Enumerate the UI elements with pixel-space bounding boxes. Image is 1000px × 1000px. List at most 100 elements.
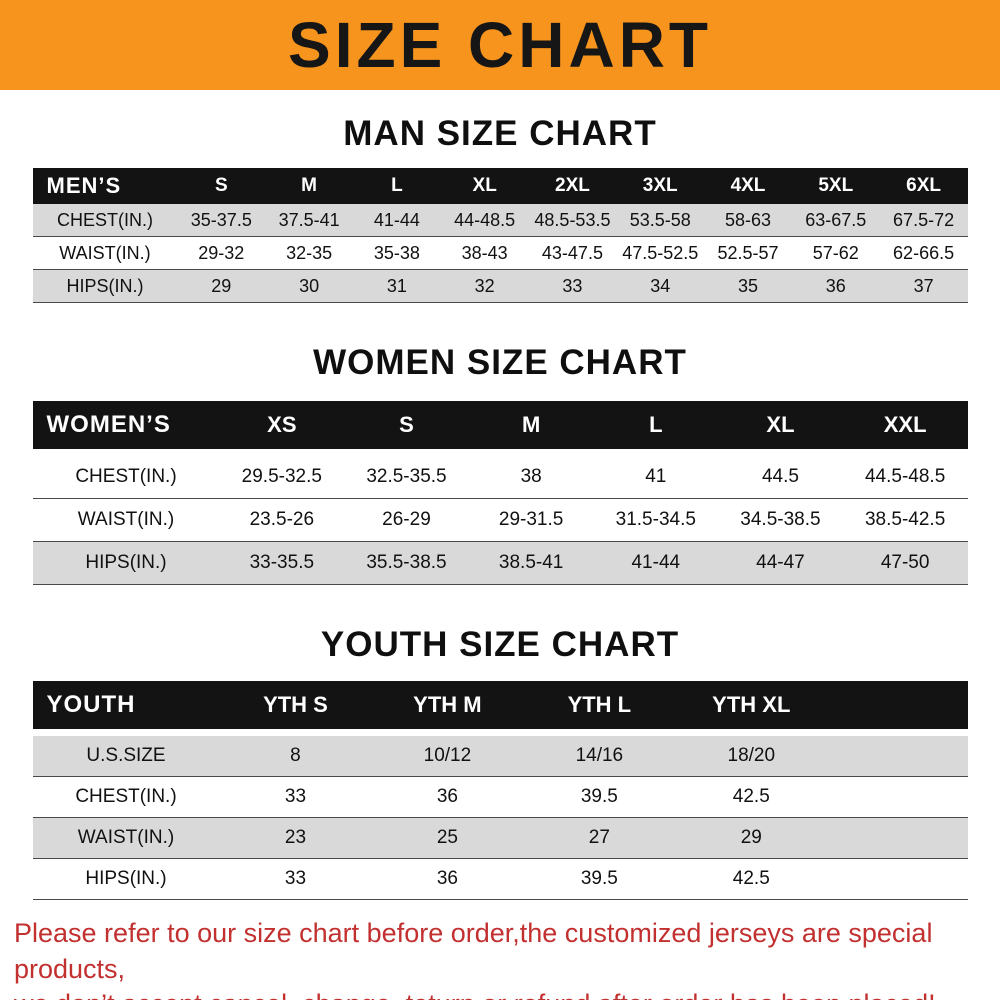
value-cell: 10/12 [371,732,524,777]
size-header-cell: 4XL [704,168,792,204]
value-cell: 33 [528,269,617,303]
value-cell: 31.5-34.5 [593,498,719,542]
value-cell: 52.5-57 [704,236,792,270]
header-row: MEN’S S M L XL 2XL 3XL 4XL 5XL 6XL [32,168,968,204]
table-row: WAIST(IN.) 29-32 32-35 35-38 38-43 43-47.5 47.… [32,236,968,270]
size-header-cell: YTH S [219,681,372,736]
row-label-cell: HIPS(IN.) [32,858,220,900]
table-title-cell: WOMEN’S [32,401,220,456]
value-cell: 44.5-48.5 [842,452,968,499]
value-cell: 38.5-41 [468,541,594,585]
table-row: CHEST(IN.) 33 36 39.5 42.5 [32,776,968,818]
disclaimer-line-1: Please refer to our size chart before or… [14,918,933,984]
value-cell: 27 [523,817,676,859]
table-row: WAIST(IN.) 23.5-26 26-29 29-31.5 31.5-34.5 34… [32,498,968,542]
table-row: U.S.SIZE 8 10/12 14/16 18/20 [32,732,968,777]
value-cell: 47-50 [842,541,968,585]
row-label-cell: WAIST(IN.) [32,817,220,859]
size-header-cell: YTH L [523,681,676,736]
header-row: YOUTH YTH S YTH M YTH L YTH XL [32,681,968,736]
value-cell: 36 [371,858,524,900]
size-header-cell: L [593,401,719,456]
filler-cell [827,732,968,777]
value-cell: 14/16 [523,732,676,777]
table-row: HIPS(IN.) 33-35.5 35.5-38.5 38.5-41 41-44 44-… [32,541,968,585]
size-header-cell: YTH XL [675,681,828,736]
value-cell: 29-31.5 [468,498,594,542]
value-cell: 42.5 [675,858,828,900]
row-label-cell: CHEST(IN.) [32,452,220,499]
size-header-cell: 3XL [616,168,705,204]
value-cell: 37.5-41 [265,204,353,237]
value-cell: 23 [219,817,372,859]
row-label-cell: WAIST(IN.) [32,498,220,542]
size-header-cell: L [352,168,441,204]
row-label-cell: CHEST(IN.) [32,776,220,818]
size-header-cell: 2XL [528,168,617,204]
value-cell: 41-44 [352,204,441,237]
value-cell: 42.5 [675,776,828,818]
value-cell: 53.5-58 [616,204,705,237]
size-header-cell: XS [219,401,345,456]
size-header-cell: XL [440,168,529,204]
value-cell: 34.5-38.5 [718,498,843,542]
size-header-cell: M [265,168,353,204]
filler-cell [827,858,968,900]
value-cell: 36 [371,776,524,818]
value-cell: 48.5-53.5 [528,204,617,237]
youth-size-table: YOUTH YTH S YTH M YTH L YTH XL U.S.SIZE 8 10/12… [32,681,968,900]
table-row: WAIST(IN.) 23 25 27 29 [32,817,968,859]
value-cell: 41 [593,452,719,499]
value-cell: 38.5-42.5 [842,498,968,542]
value-cell: 39.5 [523,858,676,900]
table-title-cell: MEN’S [32,168,178,204]
size-header-cell: S [177,168,266,204]
value-cell: 34 [616,269,705,303]
value-cell: 29 [177,269,266,303]
value-cell: 58-63 [704,204,792,237]
table-row: CHEST(IN.) 35-37.5 37.5-41 41-44 44-48.5 48.5… [32,204,968,237]
row-label-cell: U.S.SIZE [32,732,220,777]
size-header-cell: 6XL [879,168,968,204]
disclaimer-line-2: we don’t accept cancel, change, teturn o… [14,987,1000,1000]
value-cell: 35-37.5 [177,204,266,237]
value-cell: 35 [704,269,792,303]
value-cell: 36 [791,269,880,303]
filler-cell [827,776,968,818]
size-header-cell: YTH M [371,681,524,736]
table-row: HIPS(IN.) 33 36 39.5 42.5 [32,858,968,900]
value-cell: 62-66.5 [879,236,968,270]
row-label-cell: WAIST(IN.) [32,236,178,270]
value-cell: 26-29 [344,498,469,542]
value-cell: 29.5-32.5 [219,452,345,499]
value-cell: 67.5-72 [879,204,968,237]
row-label-cell: HIPS(IN.) [32,541,220,585]
size-header-cell: S [344,401,469,456]
header-row: WOMEN’S XS S M L XL XXL [32,401,968,456]
value-cell: 32-35 [265,236,353,270]
value-cell: 44-48.5 [440,204,529,237]
value-cell: 18/20 [675,732,828,777]
size-chart-banner: SIZE CHART [0,0,1000,90]
value-cell: 35.5-38.5 [344,541,469,585]
value-cell: 29 [675,817,828,859]
table-row: HIPS(IN.) 29 30 31 32 33 34 35 36 37 [32,269,968,303]
value-cell: 23.5-26 [219,498,345,542]
man-size-chart-title: MAN SIZE CHART [343,114,657,153]
value-cell: 47.5-52.5 [616,236,705,270]
filler-cell [827,681,968,736]
value-cell: 29-32 [177,236,266,270]
value-cell: 38-43 [440,236,529,270]
row-label-cell: CHEST(IN.) [32,204,178,237]
value-cell: 38 [468,452,594,499]
page-title: SIZE CHART [288,9,712,81]
size-header-cell: M [468,401,594,456]
value-cell: 57-62 [791,236,880,270]
row-label-cell: HIPS(IN.) [32,269,178,303]
value-cell: 35-38 [352,236,441,270]
men-size-table: MEN’S S M L XL 2XL 3XL 4XL 5XL 6XL CHEST(IN.) 35-37… [32,168,968,303]
value-cell: 32.5-35.5 [344,452,469,499]
value-cell: 33 [219,858,372,900]
value-cell: 44-47 [718,541,843,585]
size-header-cell: XXL [842,401,968,456]
